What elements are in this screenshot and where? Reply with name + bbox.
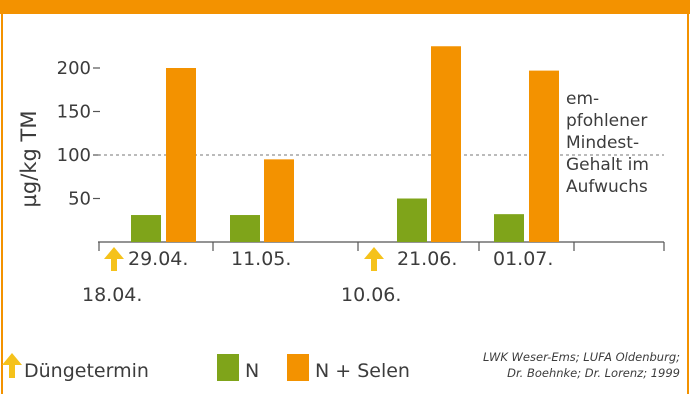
- bar-n-0: [131, 215, 161, 242]
- y-tick-label-50: 50: [68, 189, 91, 210]
- reference-annotation-line-3: Gehalt im: [566, 155, 649, 175]
- reference-annotation-line-4: Aufwuchs: [566, 177, 648, 197]
- source-line-2: Dr. Boehnke; Dr. Lorenz; 1999: [507, 366, 680, 380]
- bars: [131, 46, 559, 242]
- reference-annotation: em-pfohlener Mindest-Gehalt im Aufwuchs: [566, 89, 649, 197]
- legend-n-swatch: [217, 354, 239, 381]
- bar-n-3: [494, 214, 524, 242]
- y-axis-label: µg/kg TM: [17, 111, 41, 208]
- bar-n-selen-3: [529, 70, 559, 242]
- source-line-1: LWK Weser-Ems; LUFA Oldenburg;: [483, 350, 680, 364]
- legend-n-selen-label: N + Selen: [315, 360, 410, 382]
- reference-annotation-line-0: em-: [566, 89, 599, 109]
- fertilization-date-0: 18.04.: [82, 284, 142, 306]
- y-tick-label-100: 100: [57, 145, 91, 166]
- category-label-1: 11.05.: [231, 248, 291, 270]
- bar-n-2: [397, 198, 427, 242]
- bar-n-selen-1: [264, 159, 294, 242]
- bar-n-selen-2: [431, 46, 461, 242]
- category-label-2: 21.06.: [397, 248, 457, 270]
- up-arrow-icon: [2, 353, 22, 378]
- category-label-0: 29.04.: [128, 248, 188, 270]
- legend: Düngetermin N N + Selen: [2, 353, 410, 382]
- y-tick-label-200: 200: [57, 58, 91, 79]
- labels: 50 100 150 200 29.04. 11.05. 21.06. 01.07. 18.04…: [57, 58, 554, 306]
- y-tick-label-150: 150: [57, 102, 91, 123]
- legend-arrow-label: Düngetermin: [24, 360, 149, 382]
- fertilization-arrow-icon-1: [364, 247, 384, 271]
- legend-n-selen-swatch: [287, 354, 309, 381]
- category-label-3: 01.07.: [493, 248, 553, 270]
- bar-n-1: [230, 215, 260, 242]
- legend-n-label: N: [245, 360, 259, 382]
- fertilization-arrow-icon-0: [104, 247, 124, 271]
- reference-annotation-line-2: Mindest-: [566, 133, 639, 153]
- top-border-band: [0, 0, 690, 14]
- bar-n-selen-0: [166, 68, 196, 242]
- fertilization-date-1: 10.06.: [341, 284, 401, 306]
- reference-annotation-line-1: pfohlener: [566, 111, 647, 131]
